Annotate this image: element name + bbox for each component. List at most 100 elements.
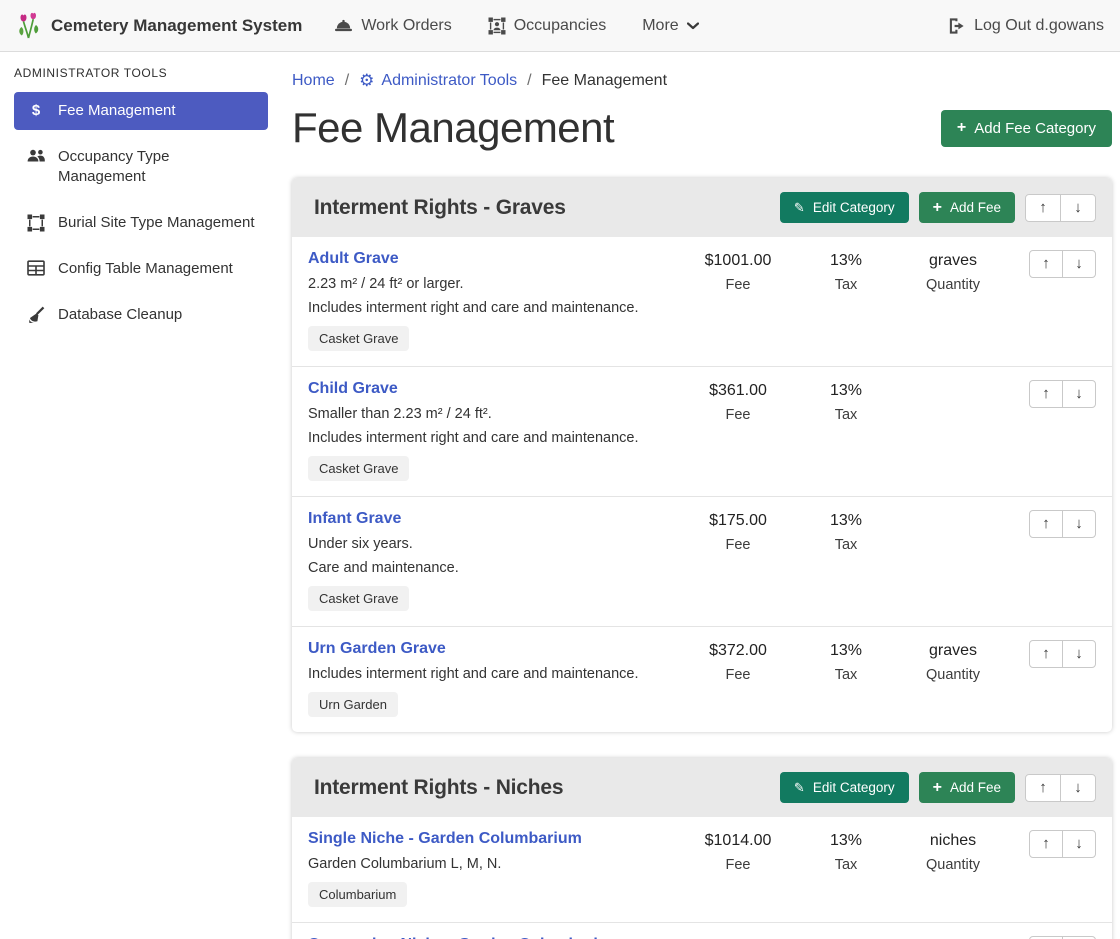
app-brand[interactable]: Cemetery Management System bbox=[16, 12, 302, 40]
nav-links: Work Orders Occupancies More bbox=[334, 17, 698, 35]
fee-name-link[interactable]: Single Niche - Garden Columbarium bbox=[308, 830, 582, 848]
pencil-icon: ✎ bbox=[794, 202, 805, 214]
breadcrumb-home-link[interactable]: Home bbox=[292, 72, 335, 90]
hard-hat-icon bbox=[334, 17, 353, 34]
arrow-up-icon: ↑ bbox=[1039, 199, 1047, 216]
fee-row: Single Niche - Garden Columbarium Garden… bbox=[292, 817, 1112, 922]
nav-item-label: Occupancies bbox=[514, 17, 607, 35]
sidebar-item-occupancy-type-management[interactable]: Occupancy Type Management bbox=[14, 138, 268, 196]
fee-quantity-label: Quantity bbox=[894, 277, 1012, 293]
fee-amount-column: $361.00 Fee bbox=[678, 380, 798, 423]
fee-description: 2.23 m² / 24 ft² or larger. bbox=[308, 276, 668, 292]
edit-category-button[interactable]: ✎ Edit Category bbox=[780, 772, 909, 803]
app-title: Cemetery Management System bbox=[51, 16, 302, 36]
dollar-icon: $ bbox=[26, 102, 46, 120]
plus-icon: + bbox=[933, 202, 942, 214]
fee-reorder-group: ↑ ↓ bbox=[1012, 510, 1096, 538]
fee-category-header: Interment Rights - Graves ✎ Edit Categor… bbox=[292, 178, 1112, 237]
sidebar: ADMINISTRATOR TOOLS $ Fee Management Occ… bbox=[0, 52, 280, 342]
arrow-up-icon: ↑ bbox=[1042, 385, 1050, 402]
breadcrumb-separator: / bbox=[345, 72, 349, 90]
fee-amount-label: Fee bbox=[678, 407, 798, 423]
category-reorder-group: ↑ ↓ bbox=[1025, 194, 1096, 222]
sidebar-item-config-table-management[interactable]: Config Table Management bbox=[14, 250, 268, 288]
fee-type-badge: Columbarium bbox=[308, 882, 407, 907]
arrow-down-icon: ↓ bbox=[1075, 645, 1083, 662]
page-title: Fee Management bbox=[292, 104, 614, 152]
fee-amount-label: Fee bbox=[678, 537, 798, 553]
move-fee-up-button[interactable]: ↑ bbox=[1029, 640, 1063, 668]
sidebar-item-database-cleanup[interactable]: Database Cleanup bbox=[14, 296, 268, 334]
arrow-up-icon: ↑ bbox=[1042, 255, 1050, 272]
fee-description: Includes interment right and care and ma… bbox=[308, 300, 668, 316]
fee-amount-label: Fee bbox=[678, 667, 798, 683]
edit-category-button[interactable]: ✎ Edit Category bbox=[780, 192, 909, 223]
fee-description: Includes interment right and care and ma… bbox=[308, 430, 668, 446]
move-fee-down-button[interactable]: ↓ bbox=[1062, 250, 1096, 278]
move-fee-up-button[interactable]: ↑ bbox=[1029, 830, 1063, 858]
move-category-down-button[interactable]: ↓ bbox=[1060, 774, 1096, 802]
fee-category-card: Interment Rights - Graves ✎ Edit Categor… bbox=[292, 178, 1112, 732]
fee-amount-value: $175.00 bbox=[678, 512, 798, 530]
sidebar-item-label: Fee Management bbox=[58, 101, 176, 121]
fee-tax-column: 13% Tax bbox=[798, 510, 894, 553]
logout-link[interactable]: Log Out d.gowans bbox=[947, 17, 1104, 35]
fee-reorder-group: ↑ ↓ bbox=[1012, 640, 1096, 668]
move-fee-down-button[interactable]: ↓ bbox=[1062, 510, 1096, 538]
fee-tax-label: Tax bbox=[798, 277, 894, 293]
fee-type-badge: Casket Grave bbox=[308, 586, 409, 611]
arrow-up-icon: ↑ bbox=[1042, 835, 1050, 852]
people-icon bbox=[26, 148, 46, 164]
fee-name-link[interactable]: Infant Grave bbox=[308, 510, 401, 528]
move-category-up-button[interactable]: ↑ bbox=[1025, 194, 1061, 222]
nav-item-more[interactable]: More bbox=[642, 17, 698, 35]
fee-amount-value: $372.00 bbox=[678, 642, 798, 660]
arrow-up-icon: ↑ bbox=[1042, 515, 1050, 532]
add-fee-label: Add Fee bbox=[950, 200, 1001, 215]
arrow-up-icon: ↑ bbox=[1042, 645, 1050, 662]
fee-name-link[interactable]: Adult Grave bbox=[308, 250, 399, 268]
fee-quantity-column bbox=[894, 510, 1012, 519]
move-fee-down-button[interactable]: ↓ bbox=[1062, 830, 1096, 858]
edit-category-label: Edit Category bbox=[813, 780, 895, 795]
move-fee-up-button[interactable]: ↑ bbox=[1029, 380, 1063, 408]
move-fee-up-button[interactable]: ↑ bbox=[1029, 250, 1063, 278]
fee-quantity-value: niches bbox=[894, 832, 1012, 850]
fee-quantity-label: Quantity bbox=[894, 667, 1012, 683]
fee-quantity-column: graves Quantity bbox=[894, 640, 1012, 683]
fee-tax-column: 13% Tax bbox=[798, 640, 894, 683]
fee-type-badge: Urn Garden bbox=[308, 692, 398, 717]
add-fee-button[interactable]: + Add Fee bbox=[919, 192, 1015, 223]
fee-amount-column: $175.00 Fee bbox=[678, 510, 798, 553]
move-category-down-button[interactable]: ↓ bbox=[1060, 194, 1096, 222]
fee-row-list: Single Niche - Garden Columbarium Garden… bbox=[292, 817, 1112, 939]
add-fee-button[interactable]: + Add Fee bbox=[919, 772, 1015, 803]
nav-item-work-orders[interactable]: Work Orders bbox=[334, 17, 451, 35]
fee-tax-column: 13% Tax bbox=[798, 380, 894, 423]
broom-icon bbox=[26, 306, 46, 324]
fee-category-header: Interment Rights - Niches ✎ Edit Categor… bbox=[292, 758, 1112, 817]
fee-row: Infant Grave Under six years.Care and ma… bbox=[292, 496, 1112, 626]
top-navbar: Cemetery Management System Work Orders bbox=[0, 0, 1120, 52]
sidebar-item-fee-management[interactable]: $ Fee Management bbox=[14, 92, 268, 130]
fee-description: Smaller than 2.23 m² / 24 ft². bbox=[308, 406, 668, 422]
move-fee-down-button[interactable]: ↓ bbox=[1062, 640, 1096, 668]
sidebar-heading: ADMINISTRATOR TOOLS bbox=[14, 66, 268, 80]
fee-name-link[interactable]: Child Grave bbox=[308, 380, 398, 398]
add-fee-category-label: Add Fee Category bbox=[974, 120, 1096, 137]
fee-quantity-value: graves bbox=[894, 642, 1012, 660]
arrow-down-icon: ↓ bbox=[1074, 199, 1082, 216]
nav-item-occupancies[interactable]: Occupancies bbox=[488, 17, 607, 35]
fee-name-link[interactable]: Urn Garden Grave bbox=[308, 640, 446, 658]
fee-tax-column: 13% Tax bbox=[798, 250, 894, 293]
fee-tax-value: 13% bbox=[798, 642, 894, 660]
move-fee-down-button[interactable]: ↓ bbox=[1062, 380, 1096, 408]
fee-type-badge: Casket Grave bbox=[308, 456, 409, 481]
category-title: Interment Rights - Graves bbox=[314, 196, 566, 220]
arrow-down-icon: ↓ bbox=[1075, 515, 1083, 532]
move-fee-up-button[interactable]: ↑ bbox=[1029, 510, 1063, 538]
add-fee-category-button[interactable]: + Add Fee Category bbox=[941, 110, 1112, 147]
breadcrumb-admin-tools-link[interactable]: ⚙ Administrator Tools bbox=[359, 72, 517, 90]
sidebar-item-burial-site-type-management[interactable]: Burial Site Type Management bbox=[14, 204, 268, 242]
move-category-up-button[interactable]: ↑ bbox=[1025, 774, 1061, 802]
